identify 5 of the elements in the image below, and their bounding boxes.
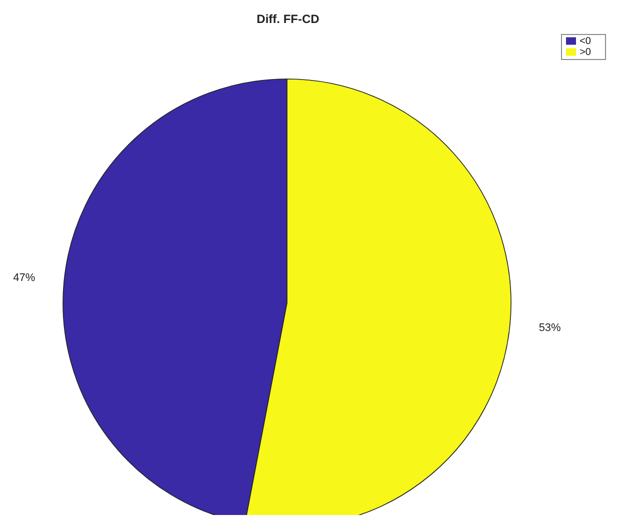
legend-label: >0 bbox=[580, 47, 591, 58]
chart-title: Diff. FF-CD bbox=[256, 12, 320, 26]
data-label: 47% bbox=[13, 272, 36, 284]
legend-label: <0 bbox=[580, 36, 591, 47]
data-label: 53% bbox=[538, 322, 562, 334]
